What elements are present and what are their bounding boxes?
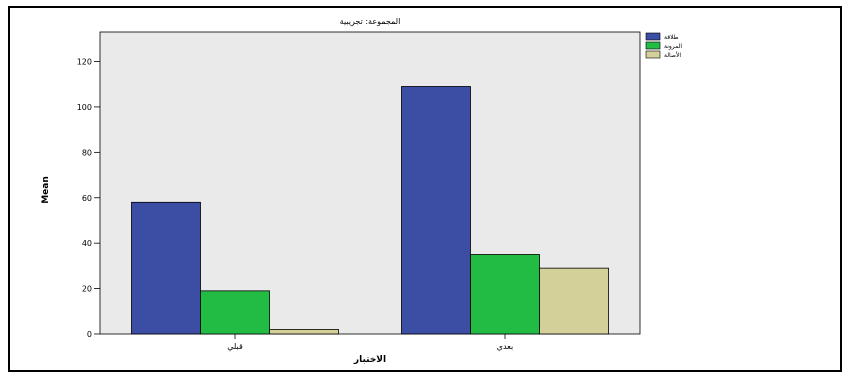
y-tick-label: 20 <box>82 285 92 294</box>
bar <box>539 267 609 335</box>
bar <box>470 254 540 335</box>
x-tick-label: قبلي <box>227 342 243 351</box>
legend-swatch <box>645 32 661 41</box>
bar <box>269 329 339 335</box>
y-tick-label: 120 <box>77 58 92 67</box>
y-tick-label: 0 <box>87 330 92 339</box>
bar <box>401 86 471 335</box>
legend-label: الأصالة <box>664 51 681 59</box>
y-axis-title: Mean <box>41 176 51 204</box>
legend-swatch <box>645 41 661 50</box>
legend-swatch <box>645 50 661 59</box>
bar <box>200 290 270 335</box>
legend-label: المرونة <box>664 43 682 50</box>
legend-label: طلاقة <box>664 34 679 41</box>
x-tick-label: بعدي <box>497 342 514 351</box>
bar <box>131 201 201 335</box>
chart-title: المجموعة: تجريبية <box>340 17 401 26</box>
y-tick-label: 40 <box>82 239 92 248</box>
x-axis-title: الاختبار <box>353 355 386 365</box>
y-tick-label: 100 <box>77 103 92 112</box>
y-tick-label: 60 <box>82 194 92 203</box>
y-tick-label: 80 <box>82 148 92 157</box>
